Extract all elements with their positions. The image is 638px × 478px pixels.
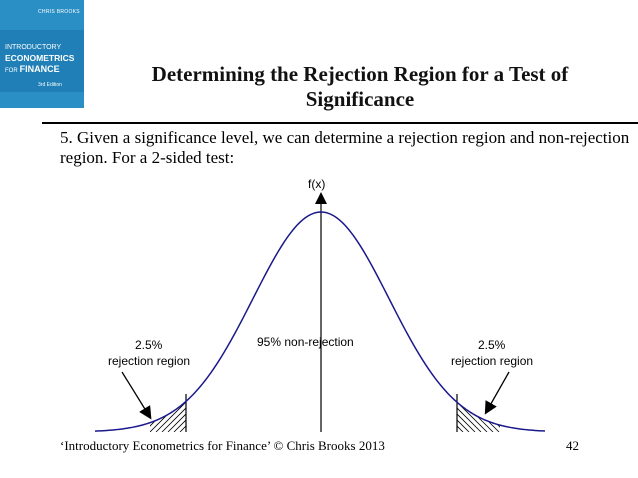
book-cover-band <box>0 30 84 92</box>
hatch-line <box>363 392 403 432</box>
hatch-line <box>519 392 559 432</box>
hatch-line <box>411 392 451 432</box>
left-region-pct: 2.5% <box>135 338 163 352</box>
hatch-line <box>457 402 488 432</box>
y-axis-label: f(x) <box>308 177 325 191</box>
hatch-line <box>513 392 553 432</box>
hatch-line <box>405 392 445 432</box>
hatch-line <box>393 392 433 432</box>
right-region-pct: 2.5% <box>478 338 506 352</box>
hatch-line <box>161 401 186 432</box>
hatch-line <box>387 392 427 432</box>
book-title-finance: FINANCE <box>19 64 60 74</box>
hatch-line <box>399 392 439 432</box>
book-edition: 3rd Edition <box>38 82 62 88</box>
hatch-line <box>216 392 256 432</box>
left-region-label: rejection region <box>108 354 190 368</box>
book-title-line2: ECONOMETRICS <box>5 53 75 63</box>
right-pointer-arrow <box>484 371 510 415</box>
center-region-label: 95% non-rejection <box>257 335 354 349</box>
hatch-line <box>457 402 458 432</box>
hatch-line <box>90 392 130 432</box>
hatch-line <box>240 392 280 432</box>
hatch-line <box>488 402 500 432</box>
hatch-line <box>457 402 476 432</box>
hatch-line <box>228 392 268 432</box>
hatch-line <box>381 392 421 432</box>
book-title-line3: FOR FINANCE <box>5 64 60 74</box>
hatch-line <box>457 402 482 432</box>
page-number: 42 <box>566 438 579 453</box>
hatch-line <box>96 392 136 432</box>
hatch-line <box>457 402 494 432</box>
hatch-line <box>222 392 262 432</box>
hatch-line <box>246 392 286 432</box>
book-author: CHRIS BROOKS <box>38 9 80 15</box>
hatch-line <box>204 392 244 432</box>
hatch-line <box>210 392 250 432</box>
hatch-line <box>150 401 185 432</box>
slide-body-text: 5. Given a significance level, we can de… <box>60 128 630 167</box>
hatch-line <box>108 392 148 432</box>
left-rejection-hatch <box>90 392 286 432</box>
hatch-line <box>375 392 415 432</box>
hatch-line <box>150 401 155 432</box>
right-rejection-hatch <box>357 392 559 432</box>
hatch-line <box>507 392 547 432</box>
hatch-line <box>185 401 186 432</box>
left-pointer-arrow <box>121 371 152 420</box>
book-cover-image: CHRIS BROOKS INTRODUCTORY ECONOMETRICS F… <box>0 0 84 108</box>
book-title-for: FOR <box>5 68 18 74</box>
hatch-line <box>234 392 274 432</box>
hatch-line <box>155 401 186 432</box>
hatch-line <box>501 392 541 432</box>
book-title-line1: INTRODUCTORY <box>5 44 62 51</box>
footer-credit: ‘Introductory Econometrics for Finance’ … <box>60 438 385 453</box>
hatch-line <box>476 402 500 432</box>
hatch-line <box>369 392 409 432</box>
hatch-line <box>150 401 186 432</box>
hatch-line <box>192 392 232 432</box>
hatch-line <box>458 402 500 432</box>
slide-title: Determining the Rejection Region for a T… <box>151 62 569 111</box>
hatch-line <box>357 392 397 432</box>
hatch-line <box>198 392 238 432</box>
bell-curve <box>94 211 546 432</box>
right-region-label: rejection region <box>451 354 533 368</box>
hatch-line <box>173 401 186 432</box>
hatch-line <box>167 401 186 432</box>
title-divider <box>42 122 638 124</box>
hatch-line <box>457 402 470 432</box>
